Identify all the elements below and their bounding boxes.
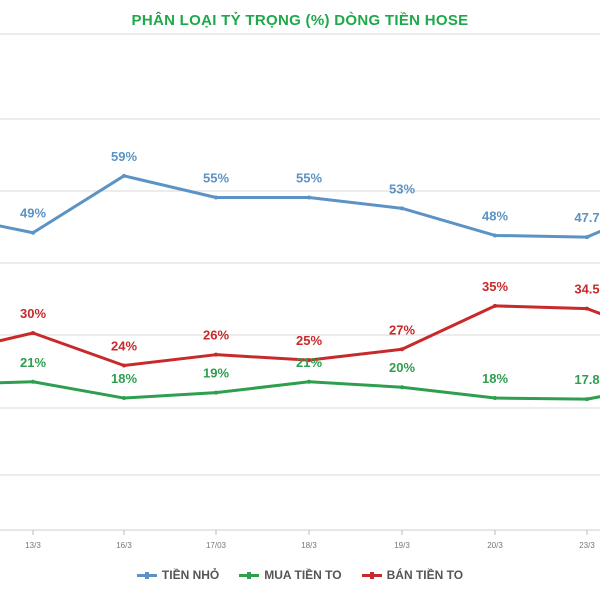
- data-point: [307, 379, 311, 384]
- data-point: [31, 331, 35, 335]
- data-point: [122, 173, 126, 178]
- data-point: [400, 206, 404, 211]
- data-label: 55%: [203, 171, 229, 186]
- data-label: 21%: [20, 355, 46, 370]
- data-labels: 49% 59% 55% 55% 53% 48% 47.7 21% 18% 19% 21% 20% 18%…: [20, 149, 600, 387]
- data-label: 35%: [482, 279, 508, 294]
- legend-label: BÁN TIỀN TO: [386, 568, 464, 582]
- legend-swatch-blue: [136, 571, 157, 579]
- data-point: [31, 379, 35, 384]
- x-tick-label: 19/3: [394, 541, 410, 550]
- data-label: 19%: [203, 366, 229, 381]
- data-point: [122, 363, 126, 368]
- data-label: 55%: [296, 171, 322, 186]
- x-tick-label: 17/03: [206, 541, 227, 550]
- x-tick-label: 16/3: [116, 541, 132, 550]
- legend-swatch-green: [239, 571, 260, 579]
- x-tick-label: 18/3: [301, 541, 317, 550]
- x-tick-label: 13/3: [25, 541, 41, 550]
- legend: TIỀN NHỎ MUA TIỀN TO BÁN TIỀN TO: [0, 568, 600, 582]
- x-tick-label: 20/3: [487, 541, 503, 550]
- data-label: 20%: [389, 360, 415, 375]
- data-label: 18%: [111, 371, 137, 386]
- data-label: 27%: [389, 322, 415, 337]
- legend-swatch-red: [361, 571, 382, 579]
- data-point: [31, 230, 35, 235]
- data-point: [400, 385, 404, 390]
- x-tick-label: 23/3: [579, 541, 595, 550]
- legend-item-ban-tien-to: BÁN TIỀN TO: [361, 568, 464, 582]
- data-point: [585, 235, 589, 240]
- data-label: 34.5: [574, 282, 599, 297]
- data-label: 21%: [296, 355, 322, 370]
- data-label: 18%: [482, 371, 508, 386]
- chart-title: PHÂN LOẠI TỶ TRỌNG (%) DÒNG TIỀN HOSE: [131, 12, 469, 29]
- series-line-1: [0, 380, 600, 401]
- legend-item-mua-tien-to: MUA TIỀN TO: [239, 568, 342, 582]
- data-point: [214, 352, 218, 357]
- data-label: 24%: [111, 339, 137, 354]
- data-point: [493, 396, 497, 401]
- data-point: [400, 347, 404, 352]
- data-label: 48%: [482, 208, 508, 223]
- data-label: 49%: [20, 206, 46, 221]
- data-point: [307, 195, 311, 200]
- data-point: [493, 233, 497, 238]
- legend-label: TIỀN NHỎ: [161, 568, 220, 582]
- data-label: 30%: [20, 306, 46, 321]
- legend-label: MUA TIỀN TO: [264, 568, 342, 582]
- legend-item-tien-nho: TIỀN NHỎ: [136, 568, 220, 582]
- data-point: [214, 390, 218, 395]
- data-label: 25%: [296, 333, 322, 348]
- data-point: [307, 358, 311, 363]
- data-point: [214, 195, 218, 200]
- gridlines: [0, 33, 600, 531]
- x-axis-ticks: 13/3 16/3 17/03 18/3 19/3 20/3 23/3: [25, 530, 595, 550]
- data-label: 47.7: [574, 210, 599, 225]
- data-point: [122, 396, 126, 401]
- data-label: 17.8: [574, 372, 599, 387]
- series-group: [0, 173, 600, 402]
- data-point: [585, 306, 589, 311]
- data-point: [585, 397, 589, 402]
- data-point: [493, 303, 497, 308]
- data-label: 59%: [111, 149, 137, 164]
- data-label: 53%: [389, 181, 415, 196]
- data-label: 26%: [203, 328, 229, 343]
